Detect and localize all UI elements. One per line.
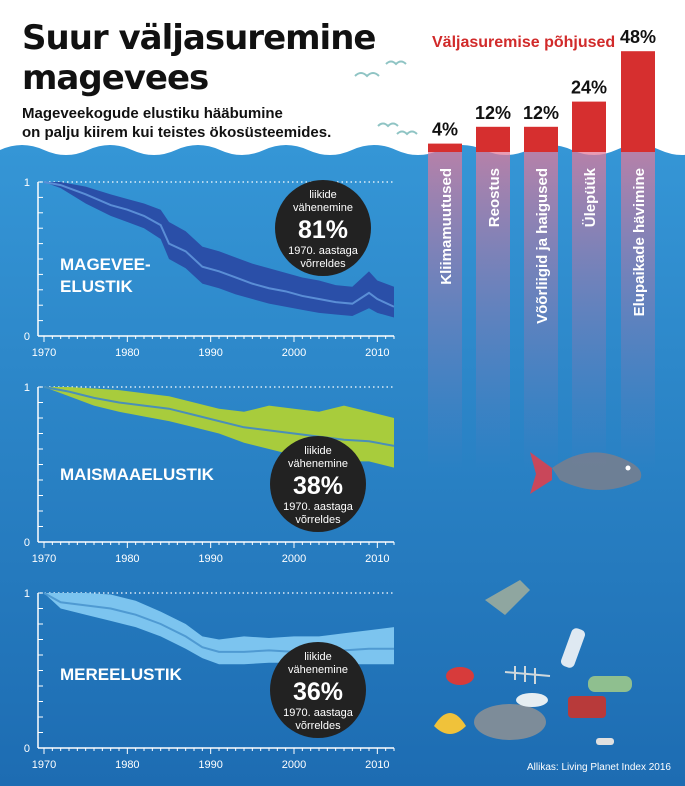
causes-chart: 4% Kliimamuutused 12% Reostus 12% Võõrliigid … [428,27,656,470]
x-tick-label: 1980 [115,759,139,771]
x-tick-label: 1970 [32,347,56,359]
x-tick-label: 1970 [32,553,56,565]
page-subtitle: Mageveekogude elustiku hääbumine on palj… [22,104,362,142]
chart-label: MEREELUSTIK [60,665,183,684]
cause-bar [621,51,655,153]
x-tick-label: 2000 [282,759,306,771]
badge-text: liikide [304,651,332,663]
badge-text: võrreldes [295,720,341,732]
cause-column [428,152,462,470]
cause-category-label: Võõrliigid ja haigused [534,168,551,324]
badge-text: 36% [293,678,343,706]
causes-title: Väljasuremise põhjused [432,34,616,51]
badge-text: 38% [293,472,343,500]
bird-icon [385,60,407,66]
y-tick-label: 0 [24,331,30,343]
y-tick-label: 0 [24,743,30,755]
cause-value-label: 4% [432,120,458,140]
badge-text: 81% [298,216,348,244]
bird-icon [396,130,418,136]
cause-bar [476,126,510,152]
cause-value-label: 12% [523,103,559,123]
badge-text: liikide [304,445,332,457]
cause-column [572,152,606,470]
x-tick-label: 1980 [115,347,139,359]
badge-text: 1970. aastaga [283,707,354,719]
x-tick-label: 2010 [365,759,389,771]
subtitle-line-1: Mageveekogude elustiku hääbumine [22,105,283,122]
badge-text: 1970. aastaga [283,501,354,513]
cause-value-label: 48% [620,27,656,47]
cause-value-label: 12% [475,103,511,123]
cause-category-label: Kliimamuutused [438,168,455,285]
cause-category-label: Ülepüük [582,167,599,227]
confidence-band [44,182,394,318]
title-line-1: Suur väljasuremine [22,18,376,58]
page-title: Suur väljasuremine magevees [22,18,376,98]
title-line-2: magevees [22,58,209,98]
badge-text: 1970. aastaga [288,245,359,257]
cause-bar [428,143,462,152]
reduction-badge [270,642,366,738]
badge-text: vähenemine [288,458,348,470]
cause-value-label: 24% [571,78,607,98]
chart-label: MAISMAAELUSTIK [60,465,215,484]
reduction-badge [270,436,366,532]
badge-text: vähenemine [293,202,353,214]
cause-column [476,152,510,470]
cause-category-label: Reostus [486,168,503,227]
x-tick-label: 1990 [198,759,222,771]
x-tick-label: 1990 [198,347,222,359]
x-tick-label: 2010 [365,553,389,565]
y-tick-label: 1 [24,588,30,600]
x-tick-label: 1980 [115,553,139,565]
y-tick-label: 1 [24,382,30,394]
x-tick-label: 1990 [198,553,222,565]
cause-bar [572,101,606,152]
cause-bar [524,126,558,152]
bird-icon [354,72,380,78]
source-note: Allikas: Living Planet Index 2016 [527,762,671,773]
cause-column [524,152,558,470]
mean-line [43,386,395,447]
x-tick-label: 1970 [32,759,56,771]
subtitle-line-2: on palju kiirem kui teistes ökosüsteemid… [22,124,332,141]
chart-label: MAGEVEE- [60,255,151,274]
badge-text: liikide [309,189,337,201]
mean-line [43,181,395,308]
x-tick-label: 2000 [282,553,306,565]
y-tick-label: 0 [24,537,30,549]
trash-icon [434,580,632,745]
cause-column [621,152,655,470]
cause-category-label: Elupaikade hävimine [631,168,648,316]
badge-text: vähenemine [288,664,348,676]
x-tick-label: 2010 [365,347,389,359]
reduction-badge [275,180,371,276]
chart-label: ELUSTIK [60,277,133,296]
y-tick-label: 1 [24,177,30,189]
badge-text: võrreldes [300,258,346,270]
badge-text: võrreldes [295,514,341,526]
x-tick-label: 2000 [282,347,306,359]
bird-icon [377,122,399,128]
